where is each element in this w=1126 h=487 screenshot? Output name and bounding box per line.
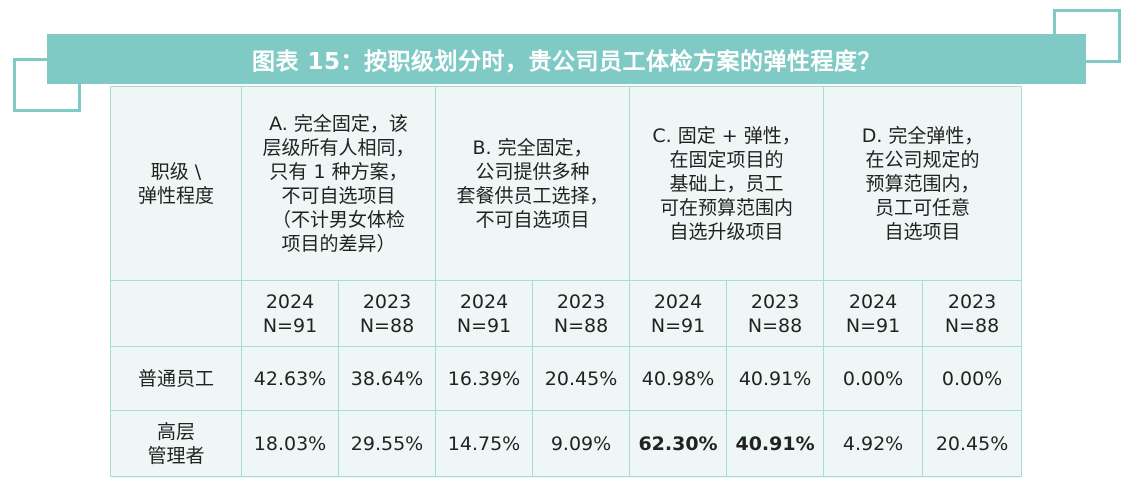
chart-title: 图表 15：按职级划分时，贵公司员工体检方案的弹性程度？: [47, 34, 1086, 84]
year-2023-d: 2023 N=88: [922, 280, 1023, 347]
year-row-label: [110, 280, 242, 347]
option-b-header: B. 完全固定， 公司提供多种 套餐供员工选择， 不可自选项目: [435, 86, 631, 281]
table-cell: 29.55%: [337, 410, 437, 477]
year-2023-b: 2023 N=88: [532, 280, 631, 347]
corner-header: 职级 \ 弹性程度: [110, 86, 242, 281]
year-2024-a: 2024 N=91: [241, 280, 339, 347]
option-d-header: D. 完全弹性， 在公司规定的 预算范围内， 员工可任意 自选项目: [823, 86, 1023, 281]
table-cell-highlight: 40.91%: [726, 410, 825, 477]
row-label: 高层 管理者: [110, 410, 242, 477]
table-cell: 40.98%: [629, 346, 728, 411]
row-label: 普通员工: [110, 346, 242, 411]
table-row: 普通员工 42.63% 38.64% 16.39% 20.45% 40.98% …: [110, 346, 1023, 411]
table-cell: 14.75%: [435, 410, 534, 477]
year-2023-c: 2023 N=88: [726, 280, 825, 347]
table-cell: 20.45%: [532, 346, 631, 411]
table-cell: 0.00%: [823, 346, 924, 411]
year-2024-c: 2024 N=91: [629, 280, 728, 347]
table-cell: 0.00%: [922, 346, 1023, 411]
option-header-row: 职级 \ 弹性程度 A. 完全固定，该 层级所有人相同， 只有 1 种方案， 不…: [110, 86, 1023, 281]
table-cell: 9.09%: [532, 410, 631, 477]
year-2024-d: 2024 N=91: [823, 280, 924, 347]
option-a-header: A. 完全固定，该 层级所有人相同， 只有 1 种方案， 不可自选项目 （不计男…: [240, 86, 437, 281]
year-header-row: 2024 N=91 2023 N=88 2024 N=91 2023 N=88 …: [110, 280, 1023, 347]
option-c-header: C. 固定 + 弹性， 在固定项目的 基础上，员工 可在预算范围内 自选升级项目: [629, 86, 825, 281]
table-cell: 38.64%: [337, 346, 437, 411]
flexibility-table: 职级 \ 弹性程度 A. 完全固定，该 层级所有人相同， 只有 1 种方案， 不…: [110, 86, 1023, 478]
table-cell: 16.39%: [435, 346, 534, 411]
table-row: 高层 管理者 18.03% 29.55% 14.75% 9.09% 62.30%…: [110, 410, 1023, 477]
table-cell: 4.92%: [823, 410, 924, 477]
year-2023-a: 2023 N=88: [337, 280, 437, 347]
table-cell: 20.45%: [922, 410, 1023, 477]
table-cell: 18.03%: [241, 410, 339, 477]
table-cell: 42.63%: [241, 346, 339, 411]
table-cell: 40.91%: [726, 346, 825, 411]
year-2024-b: 2024 N=91: [435, 280, 534, 347]
table-cell-highlight: 62.30%: [629, 410, 728, 477]
